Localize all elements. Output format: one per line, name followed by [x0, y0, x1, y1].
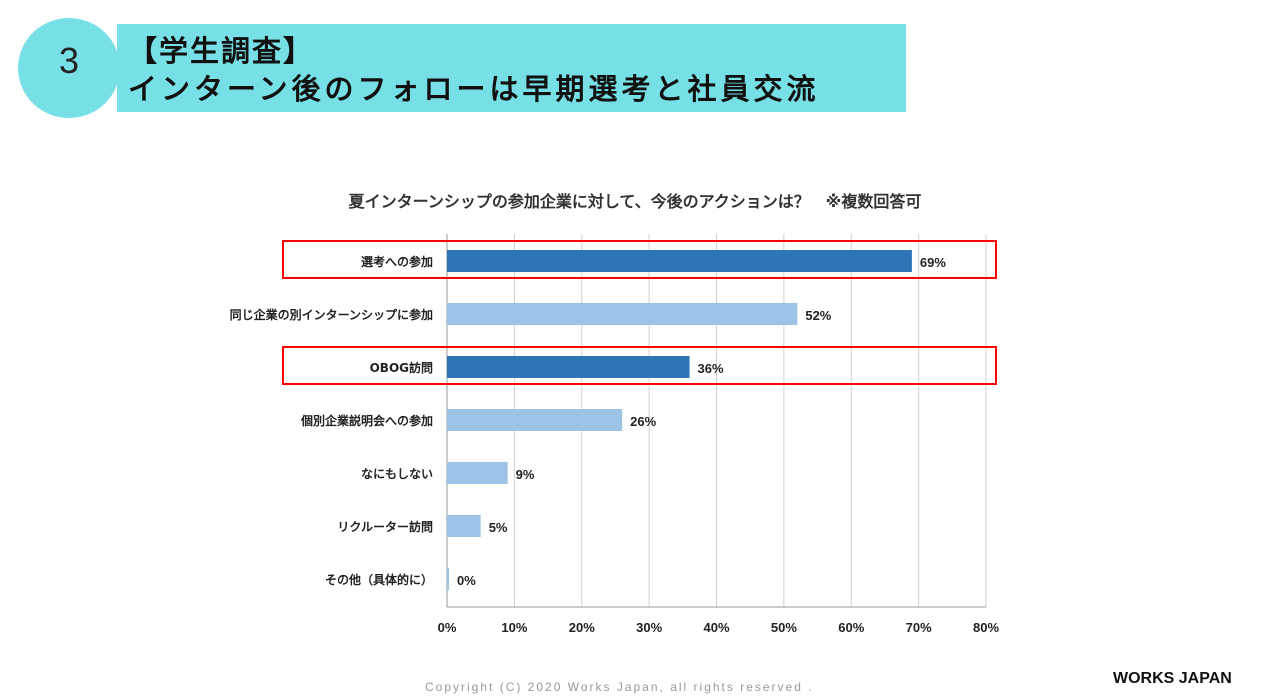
title-banner — [117, 24, 906, 112]
category-label: その他（具体的に） — [325, 572, 433, 587]
bar — [447, 515, 481, 537]
category-label: 同じ企業の別インターンシップに参加 — [230, 307, 433, 322]
data-label: 5% — [489, 520, 508, 535]
section-number-badge — [18, 18, 120, 118]
data-label: 0% — [457, 573, 476, 588]
data-label: 69% — [920, 255, 946, 270]
category-label: なにもしない — [361, 467, 433, 481]
data-label: 26% — [630, 414, 656, 429]
bar — [447, 409, 623, 431]
x-tick-label: 10% — [501, 620, 527, 635]
x-tick-label: 80% — [973, 620, 999, 635]
title-line-2: インターン後のフォローは早期選考と社員交流 — [128, 72, 820, 106]
bar — [447, 356, 690, 378]
highlight-box — [282, 240, 997, 279]
x-tick-label: 50% — [771, 620, 797, 635]
x-tick-label: 70% — [906, 620, 932, 635]
data-label: 52% — [805, 308, 831, 323]
bar — [447, 250, 912, 272]
bar — [447, 462, 508, 484]
works-japan-logo: WORKS JAPAN — [1113, 670, 1232, 687]
title-line-1: 【学生調査】 — [128, 34, 315, 68]
category-label: 選考への参加 — [361, 254, 433, 269]
category-label: OBOG訪問 — [370, 360, 433, 375]
highlight-box — [282, 346, 997, 385]
copyright: Copyright (C) 2020 Works Japan, all righ… — [425, 680, 814, 694]
category-label: リクルーター訪問 — [337, 519, 433, 534]
x-tick-label: 0% — [438, 620, 457, 635]
bar — [447, 303, 798, 325]
data-label: 36% — [698, 361, 724, 376]
x-tick-label: 60% — [838, 620, 864, 635]
section-number: 3 — [58, 40, 80, 81]
x-tick-label: 30% — [636, 620, 662, 635]
chart-title: 夏インターンシップの参加企業に対して、今後のアクションは？ ※複数回答可 — [348, 192, 922, 211]
data-label: 9% — [516, 467, 535, 482]
category-label: 個別企業説明会への参加 — [300, 413, 433, 428]
x-tick-label: 40% — [703, 620, 729, 635]
x-tick-label: 20% — [569, 620, 595, 635]
bar — [447, 568, 450, 590]
